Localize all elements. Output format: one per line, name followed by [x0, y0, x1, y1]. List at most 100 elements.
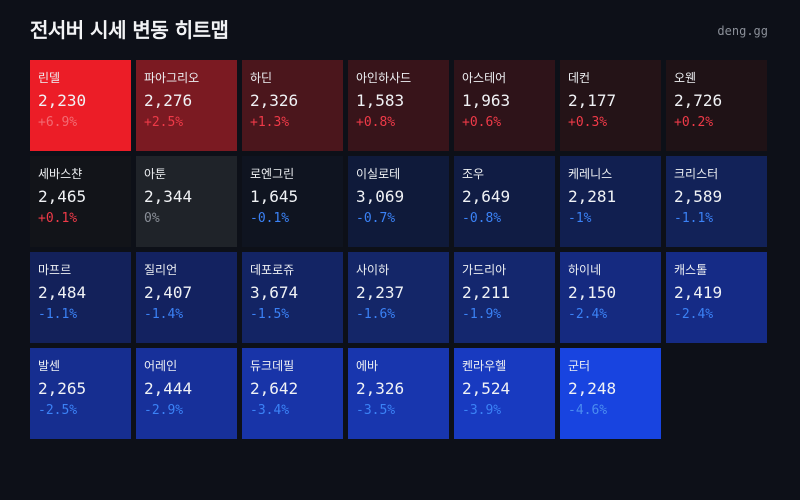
heatmap-tile[interactable]: 세바스챤 2,465 +0.1%: [30, 156, 131, 247]
heatmap-tile[interactable]: 아스테어 1,963 +0.6%: [454, 60, 555, 151]
price-value: 2,211: [462, 283, 511, 302]
server-name: 아인하사드: [356, 71, 412, 85]
server-name: 듀크데필: [250, 359, 295, 373]
server-name: 하이네: [568, 263, 602, 277]
heatmap-tile[interactable]: 어레인 2,444 -2.9%: [136, 348, 237, 439]
server-name: 이실로테: [356, 167, 401, 181]
change-percent: -2.4%: [568, 307, 608, 322]
server-name: 가드리아: [462, 263, 507, 277]
change-percent: -1.6%: [356, 307, 396, 322]
heatmap-tile[interactable]: 크리스터 2,589 -1.1%: [666, 156, 767, 247]
server-name: 질리언: [144, 263, 178, 277]
change-percent: -3.9%: [462, 403, 502, 418]
heatmap-tile[interactable]: 사이하 2,237 -1.6%: [348, 252, 449, 343]
change-percent: +0.3%: [568, 115, 608, 130]
server-name: 세바스챤: [38, 167, 83, 181]
change-percent: -2.5%: [38, 403, 78, 418]
price-value: 2,248: [568, 379, 617, 398]
heatmap-tile[interactable]: 발센 2,265 -2.5%: [30, 348, 131, 439]
change-percent: +0.2%: [674, 115, 714, 130]
server-name: 캐스톨: [674, 263, 708, 277]
price-value: 2,465: [38, 187, 87, 206]
price-value: 2,326: [356, 379, 405, 398]
price-value: 2,589: [674, 187, 723, 206]
change-percent: +0.6%: [462, 115, 502, 130]
server-name: 로엔그린: [250, 167, 295, 181]
heatmap-tile[interactable]: 캐스톨 2,419 -2.4%: [666, 252, 767, 343]
heatmap-tile[interactable]: 마프르 2,484 -1.1%: [30, 252, 131, 343]
heatmap-tile[interactable]: 군터 2,248 -4.6%: [560, 348, 661, 439]
change-percent: -1.5%: [250, 307, 290, 322]
brand-label: deng.gg: [717, 24, 768, 38]
price-value: 2,726: [674, 91, 723, 110]
heatmap-tile[interactable]: 듀크데필 2,642 -3.4%: [242, 348, 343, 439]
heatmap-tile[interactable]: 오웬 2,726 +0.2%: [666, 60, 767, 151]
change-percent: -0.8%: [462, 211, 502, 226]
change-percent: +2.5%: [144, 115, 184, 130]
heatmap-tile[interactable]: 조우 2,649 -0.8%: [454, 156, 555, 247]
change-percent: -1%: [568, 211, 592, 226]
server-name: 어레인: [144, 359, 178, 373]
price-value: 2,407: [144, 283, 193, 302]
server-name: 파아그리오: [144, 71, 200, 85]
price-value: 2,484: [38, 283, 87, 302]
change-percent: -1.9%: [462, 307, 502, 322]
change-percent: -3.5%: [356, 403, 396, 418]
price-value: 2,276: [144, 91, 193, 110]
server-name: 발센: [38, 359, 61, 373]
change-percent: +6.9%: [38, 115, 78, 130]
heatmap-tile[interactable]: 케레니스 2,281 -1%: [560, 156, 661, 247]
change-percent: -2.4%: [674, 307, 714, 322]
heatmap-tile[interactable]: 이실로테 3,069 -0.7%: [348, 156, 449, 247]
heatmap-tile[interactable]: 린델 2,230 +6.9%: [30, 60, 131, 151]
change-percent: -1.1%: [38, 307, 78, 322]
price-value: 2,344: [144, 187, 193, 206]
price-value: 1,583: [356, 91, 405, 110]
server-name: 린델: [38, 71, 61, 85]
server-name: 켄라우헬: [462, 359, 507, 373]
page-title: 전서버 시세 변동 히트맵: [30, 18, 229, 42]
price-value: 2,419: [674, 283, 723, 302]
heatmap-tile[interactable]: 켄라우헬 2,524 -3.9%: [454, 348, 555, 439]
change-percent: -4.6%: [568, 403, 608, 418]
server-name: 사이하: [356, 263, 390, 277]
heatmap-tile[interactable]: 하딘 2,326 +1.3%: [242, 60, 343, 151]
heatmap-tile[interactable]: 데포로쥬 3,674 -1.5%: [242, 252, 343, 343]
heatmap-tile[interactable]: 에바 2,326 -3.5%: [348, 348, 449, 439]
change-percent: +0.1%: [38, 211, 78, 226]
price-value: 2,649: [462, 187, 511, 206]
server-name: 데컨: [568, 71, 591, 85]
server-name: 마프르: [38, 263, 72, 277]
heatmap-tile[interactable]: 파아그리오 2,276 +2.5%: [136, 60, 237, 151]
change-percent: -3.4%: [250, 403, 290, 418]
price-value: 3,069: [356, 187, 405, 206]
heatmap-tile[interactable]: 가드리아 2,211 -1.9%: [454, 252, 555, 343]
price-value: 3,674: [250, 283, 299, 302]
server-name: 하딘: [250, 71, 273, 85]
change-percent: -1.4%: [144, 307, 184, 322]
price-value: 2,265: [38, 379, 87, 398]
price-value: 1,645: [250, 187, 299, 206]
server-name: 조우: [462, 167, 485, 181]
heatmap-tile[interactable]: 질리언 2,407 -1.4%: [136, 252, 237, 343]
price-value: 2,326: [250, 91, 299, 110]
price-value: 2,230: [38, 91, 87, 110]
heatmap-tile[interactable]: 데컨 2,177 +0.3%: [560, 60, 661, 151]
change-percent: +1.3%: [250, 115, 290, 130]
price-value: 2,642: [250, 379, 299, 398]
heatmap-tile[interactable]: 하이네 2,150 -2.4%: [560, 252, 661, 343]
heatmap-tile[interactable]: 아툰 2,344 0%: [136, 156, 237, 247]
price-value: 1,963: [462, 91, 511, 110]
server-name: 오웬: [674, 71, 697, 85]
heatmap-tile[interactable]: 아인하사드 1,583 +0.8%: [348, 60, 449, 151]
change-percent: -0.1%: [250, 211, 290, 226]
change-percent: 0%: [144, 211, 160, 226]
server-name: 에바: [356, 359, 379, 373]
price-value: 2,444: [144, 379, 193, 398]
server-name: 크리스터: [674, 167, 719, 181]
price-value: 2,150: [568, 283, 617, 302]
heatmap-tile[interactable]: 로엔그린 1,645 -0.1%: [242, 156, 343, 247]
price-value: 2,281: [568, 187, 617, 206]
price-value: 2,524: [462, 379, 511, 398]
heatmap-grid: 린델 2,230 +6.9% 파아그리오 2,276 +2.5% 하딘 2,326 +1.3% 아…: [30, 60, 770, 440]
